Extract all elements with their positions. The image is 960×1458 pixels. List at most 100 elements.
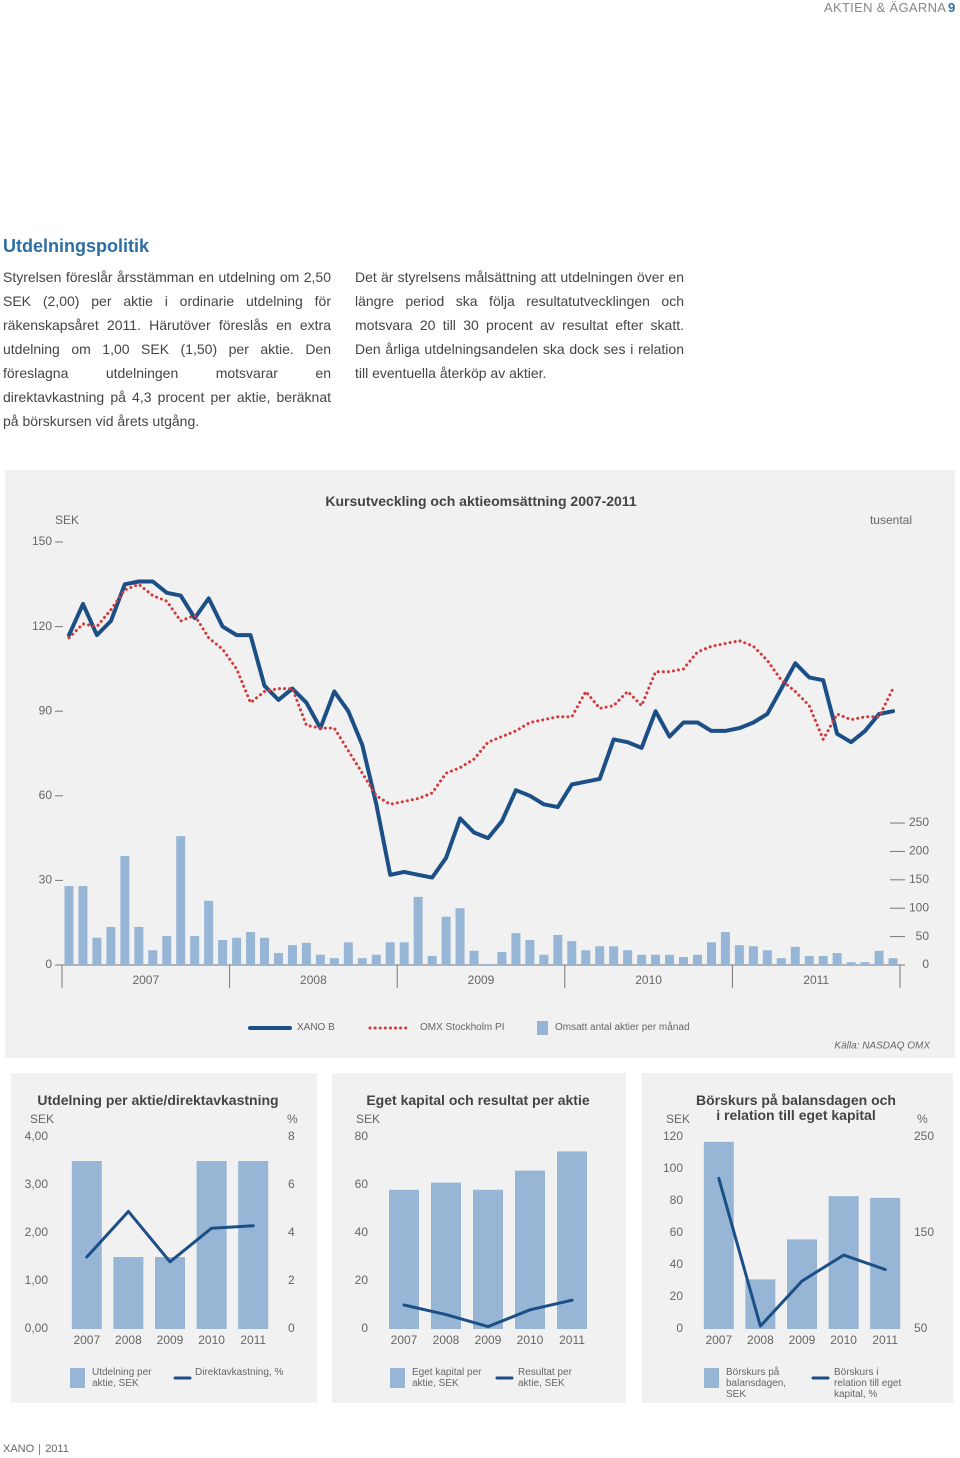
y2-tick-label: 4 <box>288 1225 295 1239</box>
x-tick-label: 2010 <box>635 973 662 987</box>
bar <box>246 932 256 965</box>
y-axis-unit: SEK <box>666 1112 690 1126</box>
y-tick-label: 4,00 <box>25 1129 49 1143</box>
bar <box>469 950 479 965</box>
bar <box>238 1161 269 1329</box>
y-tick-label: 1,00 <box>25 1273 49 1287</box>
x-tick-label: 2007 <box>391 1333 418 1347</box>
y2-axis-unit: % <box>287 1112 298 1126</box>
bar <box>431 1182 461 1329</box>
y-tick-label: 40 <box>355 1225 369 1239</box>
bar <box>357 958 367 965</box>
bar <box>441 916 451 965</box>
line <box>402 1298 574 1329</box>
x-tick-label: 2009 <box>468 973 495 987</box>
y-tick-label: 2,00 <box>25 1225 49 1239</box>
bar <box>832 953 842 965</box>
bar <box>155 1257 185 1329</box>
y2-tick-label: 250 <box>909 815 929 829</box>
legend-swatch <box>537 1021 548 1035</box>
y2-tick-label: 250 <box>914 1129 934 1143</box>
y-tick-label: 80 <box>355 1129 369 1143</box>
bar <box>287 945 297 965</box>
legend-label: Omsatt antal aktier per månad <box>555 1022 690 1033</box>
bar <box>162 936 172 965</box>
x-tick-label: 2007 <box>705 1333 732 1347</box>
bar <box>860 962 870 965</box>
x-tick-label: 2010 <box>517 1333 544 1347</box>
y2-axis-unit: tusental <box>870 513 912 527</box>
bar <box>776 958 786 965</box>
y2-tick-label: 0 <box>922 957 929 971</box>
chart-title: Börskurs på balansdagen och i relation t… <box>696 1092 896 1123</box>
y2-tick-label: 150 <box>909 872 929 886</box>
bar <box>567 941 577 965</box>
bar <box>497 951 507 965</box>
y2-tick-label: 200 <box>909 844 929 858</box>
x-tick-label: 2008 <box>747 1333 774 1347</box>
bar <box>190 936 200 965</box>
y-axis-unit: SEK <box>356 1112 380 1126</box>
bar <box>623 950 633 965</box>
bar <box>176 836 186 965</box>
chart-title: Utdelning per aktie/direktavkastning <box>37 1092 279 1108</box>
bar <box>399 942 409 965</box>
x-tick-label: 2010 <box>830 1333 857 1347</box>
line <box>85 1209 255 1264</box>
footer-separator <box>39 1443 41 1455</box>
x-tick-label: 2008 <box>115 1333 142 1347</box>
y2-tick-label: 0 <box>288 1321 295 1335</box>
bar <box>92 937 102 965</box>
chart-panel <box>642 1073 953 1403</box>
footer-company: XANO <box>3 1443 35 1455</box>
y-tick-label: 100 <box>663 1161 683 1175</box>
x-tick-label: 2011 <box>559 1333 585 1347</box>
legend-label: OMX Stockholm PI <box>420 1022 505 1033</box>
y-tick-label: 40 <box>670 1257 684 1271</box>
x-tick-label: 2011 <box>803 973 829 987</box>
x-tick-label: 2011 <box>872 1333 898 1347</box>
bar <box>692 954 702 965</box>
bar <box>385 942 395 965</box>
bar <box>870 1197 901 1329</box>
legend-swatch <box>704 1368 719 1388</box>
line <box>67 582 895 806</box>
bar <box>818 955 828 965</box>
section-title: Utdelningspolitik <box>3 236 149 256</box>
footer: XANO 2011 <box>3 1443 69 1455</box>
bar <box>64 886 74 965</box>
bar <box>218 940 228 965</box>
bar <box>315 954 325 965</box>
bar <box>473 1189 503 1329</box>
y-tick-label: 0 <box>361 1321 368 1335</box>
chart-title: Eget kapital och resultat per aktie <box>366 1092 590 1108</box>
bar <box>196 1161 227 1329</box>
bar <box>787 1239 817 1329</box>
bar <box>790 946 800 965</box>
x-tick-label: 2009 <box>475 1333 502 1347</box>
y-tick-label: 0,00 <box>25 1321 49 1335</box>
y2-tick-label: 6 <box>288 1177 295 1191</box>
bar <box>525 940 535 965</box>
y-tick-label: 0 <box>45 957 52 971</box>
legend-label: Direktavkastning, % <box>195 1367 284 1378</box>
bar <box>301 942 311 965</box>
y-tick-label: 60 <box>39 788 53 802</box>
bar <box>637 954 647 965</box>
x-tick-label: 2007 <box>73 1333 100 1347</box>
x-tick-label: 2008 <box>300 973 327 987</box>
bar <box>455 908 465 965</box>
bar <box>204 900 214 965</box>
y2-tick-label: 150 <box>914 1225 934 1239</box>
page-number: 9 <box>948 0 956 15</box>
bar <box>134 926 144 965</box>
legend-swatch <box>70 1368 85 1388</box>
chart-title: Kursutveckling och aktieomsättning 2007-… <box>325 493 637 509</box>
x-tick-label: 2011 <box>240 1333 266 1347</box>
y-tick-label: 150 <box>32 534 52 548</box>
y2-tick-label: 8 <box>288 1129 295 1143</box>
paragraph: Styrelsen föreslår årsstämman en utdelni… <box>3 269 331 429</box>
footer-year: 2011 <box>45 1443 69 1455</box>
y2-tick-label: 100 <box>909 900 929 914</box>
bar <box>78 886 88 965</box>
